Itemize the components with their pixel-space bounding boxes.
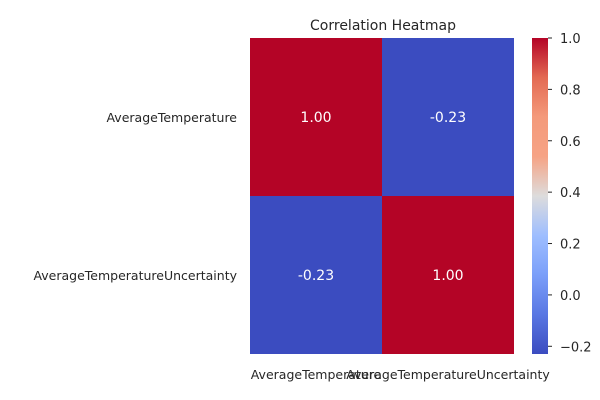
row-label-0: AverageTemperature (106, 110, 237, 125)
colorbar-tick-label-2: 0.6 (560, 135, 581, 150)
heatmap-cells: 1.00 -0.23 -0.23 1.00 (250, 38, 514, 354)
heatmap-cell-label-r1-c0: -0.23 (298, 268, 334, 284)
colorbar-tick-label-3: 0.4 (560, 186, 581, 201)
heatmap-cell-label-r0-c1: -0.23 (430, 110, 466, 126)
heatmap-cell-label-r1-c1: 1.00 (432, 268, 463, 284)
heatmap-cell-r1-c0 (250, 196, 382, 354)
row-labels: AverageTemperature AverageTemperatureUnce… (33, 110, 237, 283)
row-label-1: AverageTemperatureUncertainty (33, 268, 237, 283)
colorbar-tick-label-0: 1.0 (560, 32, 581, 47)
heatmap-cell-r0-c0 (250, 38, 382, 196)
column-labels: AverageTemperatureAverageTemperatureUnce… (251, 367, 551, 382)
column-label-1: AverageTemperatureUncertainty (346, 367, 550, 382)
heatmap-cell-label-r0-c0: 1.00 (300, 110, 331, 126)
colorbar-tick-label-1: 0.8 (560, 83, 581, 98)
colorbar-tick-label-6: −0.2 (560, 340, 592, 355)
column-label-0: AverageTemperature (251, 367, 382, 382)
colorbar-tick-label-5: 0.0 (560, 289, 581, 304)
colorbar (532, 38, 548, 354)
colorbar-ticks: 1.0 0.8 0.6 0.4 0.2 0.0 −0.2 (548, 32, 592, 355)
heatmap-cell-r0-c1 (382, 38, 514, 196)
heatmap-cell-r1-c1 (382, 196, 514, 354)
chart-title: Correlation Heatmap (310, 18, 456, 34)
colorbar-tick-label-4: 0.2 (560, 238, 581, 253)
